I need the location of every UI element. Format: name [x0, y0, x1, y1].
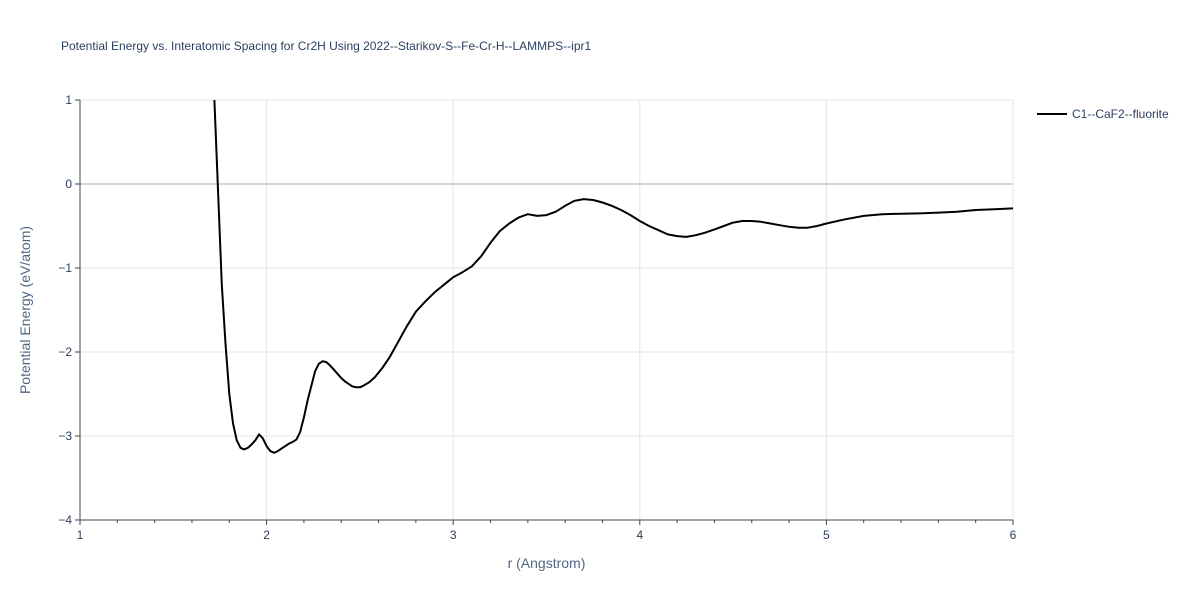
x-axis-title: r (Angstrom) — [508, 555, 586, 571]
x-tick-label: 1 — [77, 528, 84, 542]
y-tick-label: −4 — [58, 513, 72, 527]
y-tick-label: 0 — [65, 177, 72, 191]
x-tick-label: 2 — [263, 528, 270, 542]
chart-title: Potential Energy vs. Interatomic Spacing… — [61, 39, 591, 53]
x-tick-label: 4 — [636, 528, 643, 542]
x-tick-label: 6 — [1010, 528, 1017, 542]
x-tick-label: 5 — [823, 528, 830, 542]
y-tick-label: −1 — [58, 261, 72, 275]
series-layer — [213, 100, 1013, 454]
y-tick-label: −3 — [58, 429, 72, 443]
x-axis-ticks: 1 2 3 4 5 6 — [77, 520, 1017, 542]
y-axis-ticks: 1 0 −1 −2 −3 −4 — [58, 93, 80, 527]
axes — [79, 100, 1013, 521]
grid — [80, 99, 1014, 520]
legend-label: C1--CaF2--fluorite — [1072, 107, 1169, 121]
x-tick-label: 3 — [450, 528, 457, 542]
y-axis-title: Potential Energy (eV/atom) — [17, 226, 33, 394]
y-tick-label: −2 — [58, 345, 72, 359]
legend[interactable]: C1--CaF2--fluorite — [1037, 107, 1169, 121]
y-tick-label: 1 — [65, 93, 72, 107]
series-line — [213, 100, 1013, 454]
